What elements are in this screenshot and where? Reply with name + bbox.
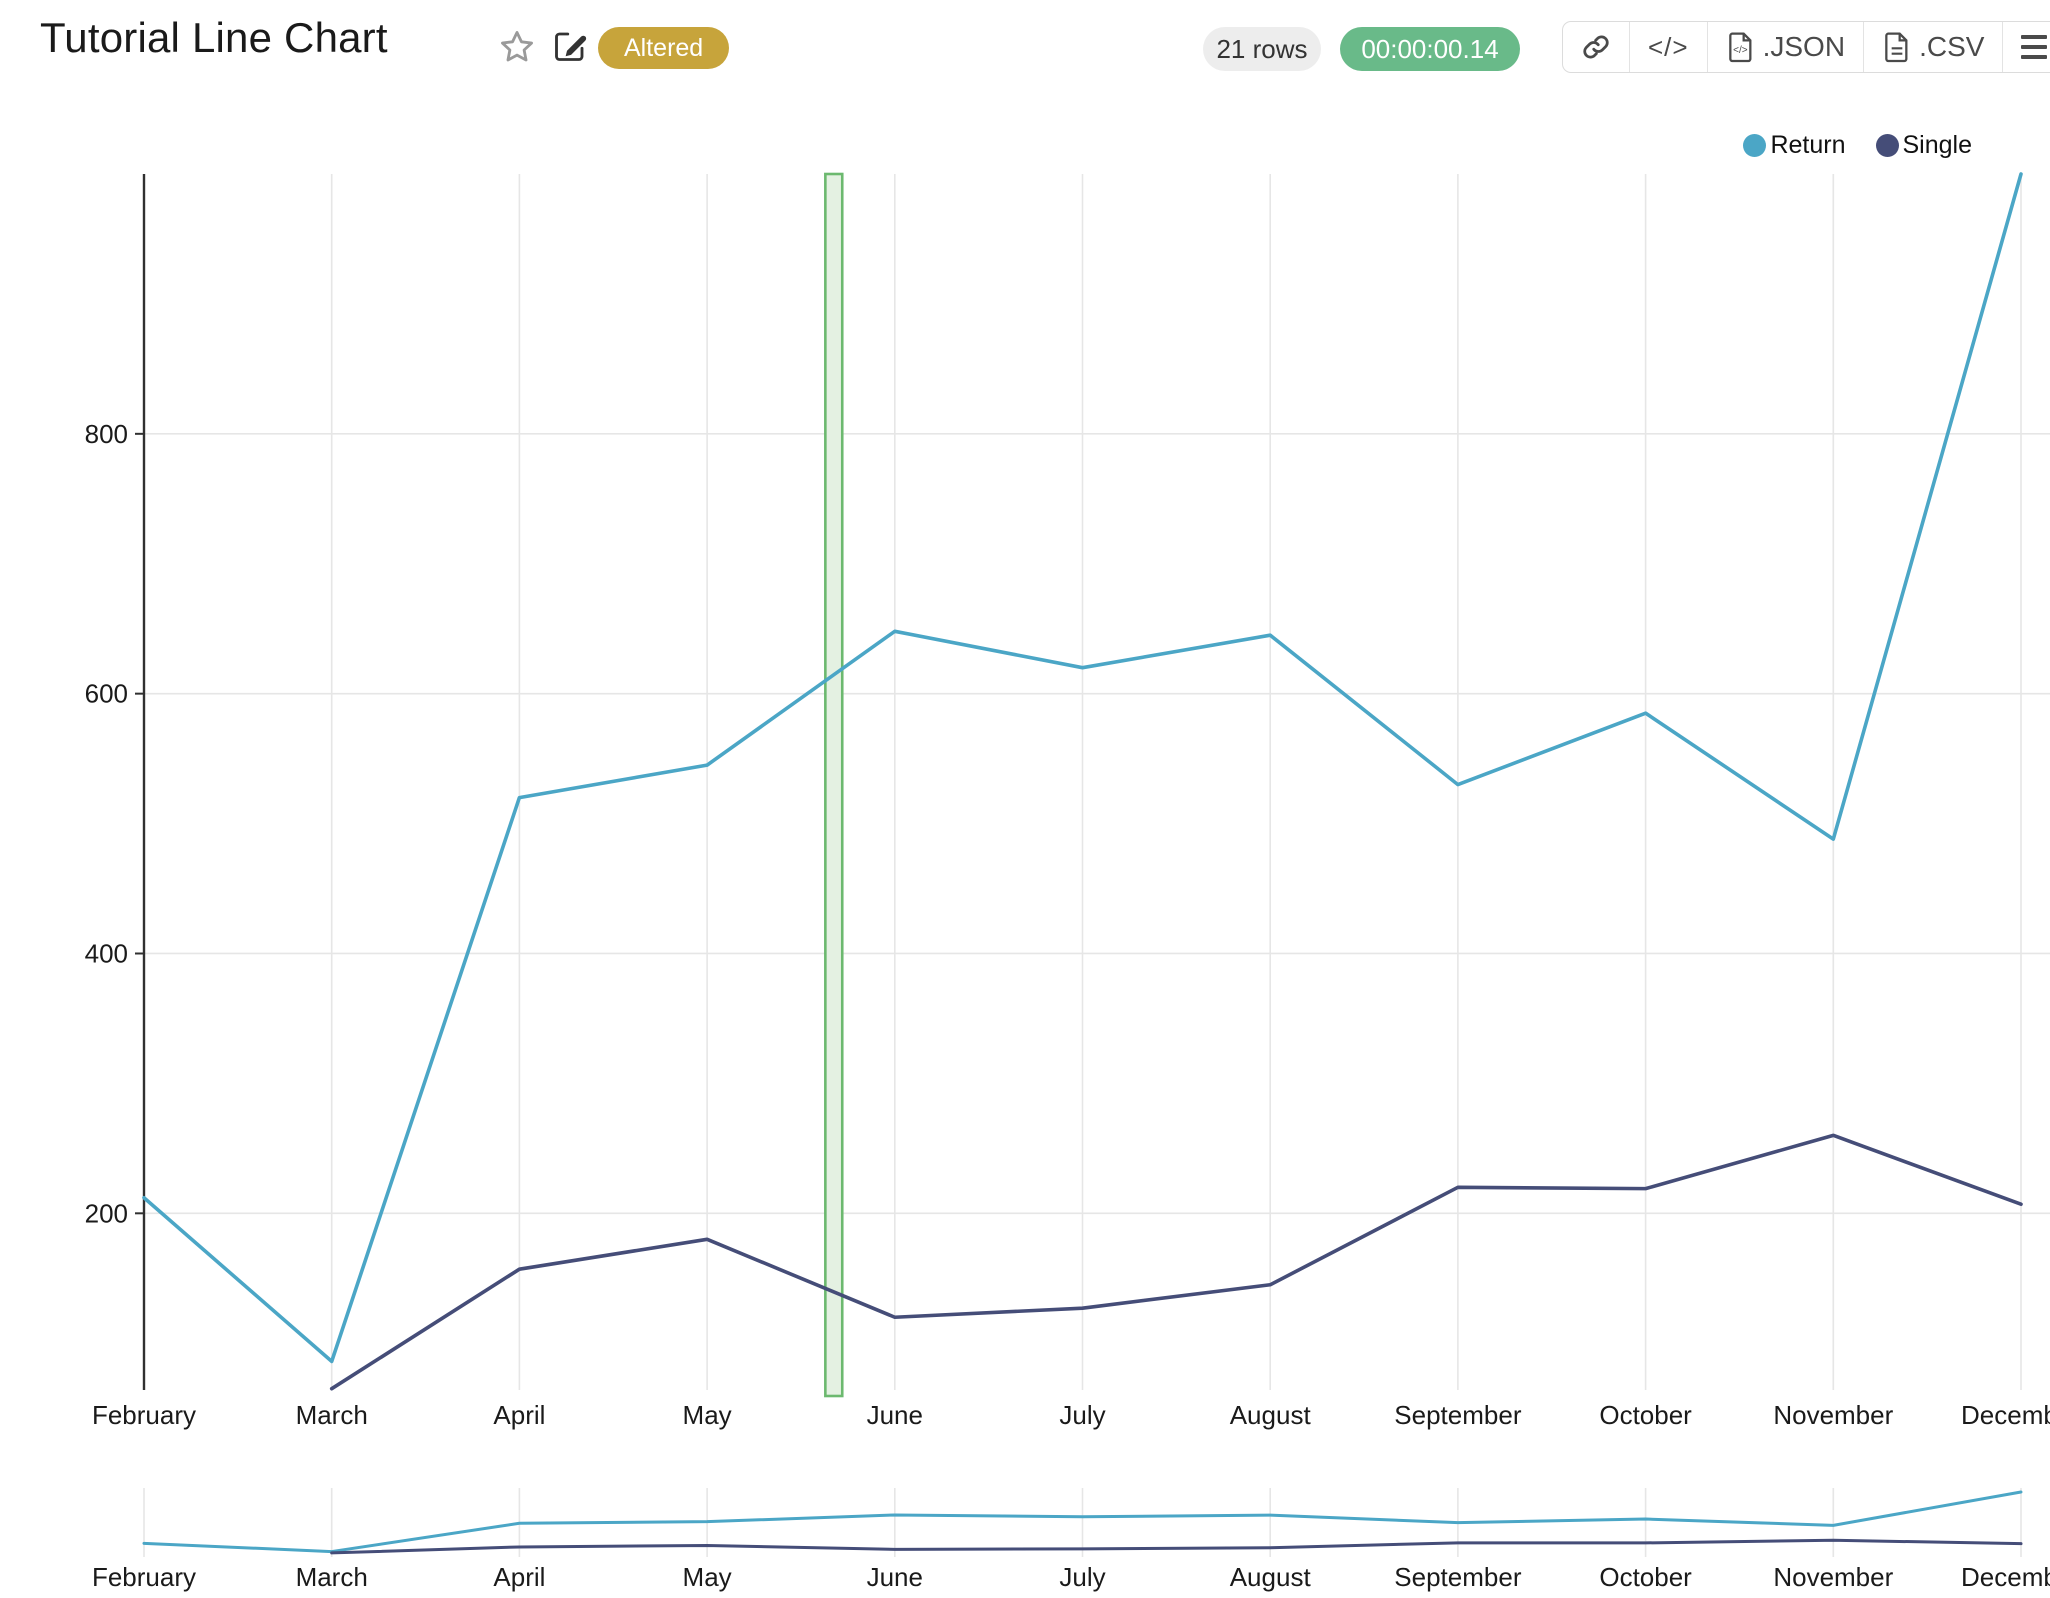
edit-pencil-icon[interactable] [552, 28, 588, 64]
export-json-button[interactable]: </> .JSON [1706, 22, 1863, 72]
svg-text:June: June [867, 1400, 923, 1430]
svg-text:December: December [1961, 1400, 2050, 1430]
svg-text:July: July [1059, 1400, 1105, 1430]
svg-text:200: 200 [85, 1198, 128, 1228]
svg-text:May: May [683, 1562, 732, 1592]
export-toolbar: </> </> .JSON .CSV [1562, 21, 2050, 73]
svg-text:400: 400 [85, 938, 128, 968]
status-badge: Altered [598, 27, 730, 69]
legend-item-return[interactable]: Return [1743, 131, 1846, 160]
share-link-button[interactable] [1563, 22, 1629, 72]
csv-file-icon [1885, 32, 1908, 63]
svg-text:September: September [1394, 1562, 1522, 1592]
return-series-dot [1743, 134, 1767, 157]
view-code-button[interactable]: </> [1629, 22, 1707, 72]
svg-text:600: 600 [85, 679, 128, 709]
hamburger-menu-icon [2021, 35, 2048, 59]
row-count-pill: 21 rows [1203, 27, 1321, 71]
svg-text:March: March [296, 1562, 368, 1592]
export-json-label: .JSON [1762, 31, 1846, 62]
svg-text:April: April [493, 1400, 545, 1430]
svg-text:</>: </> [1733, 45, 1748, 56]
code-icon: </> [1648, 31, 1689, 62]
return-series-label: Return [1770, 131, 1846, 159]
menu-button[interactable] [2002, 22, 2050, 72]
svg-text:April: April [493, 1562, 545, 1592]
svg-text:800: 800 [85, 419, 128, 449]
svg-text:August: August [1230, 1400, 1312, 1430]
export-csv-button[interactable]: .CSV [1863, 22, 2002, 72]
single-series-label: Single [1902, 131, 1973, 159]
favorite-star-icon[interactable] [498, 28, 536, 66]
svg-text:October: October [1599, 1400, 1692, 1430]
svg-text:March: March [296, 1400, 368, 1430]
svg-text:June: June [867, 1562, 923, 1592]
json-file-icon: </> [1728, 32, 1752, 63]
single-series-dot [1875, 134, 1899, 157]
svg-text:November: November [1773, 1562, 1893, 1592]
svg-text:August: August [1230, 1562, 1312, 1592]
chart-legend: Return Single [1743, 131, 1972, 160]
export-csv-label: .CSV [1919, 31, 1985, 62]
svg-text:May: May [683, 1400, 732, 1430]
page-title: Tutorial Line Chart [40, 14, 388, 61]
svg-text:December: December [1961, 1562, 2050, 1592]
svg-text:October: October [1599, 1562, 1692, 1592]
svg-text:February: February [92, 1400, 196, 1430]
svg-text:July: July [1059, 1562, 1105, 1592]
svg-text:September: September [1394, 1400, 1522, 1430]
svg-text:November: November [1773, 1400, 1893, 1430]
legend-item-single[interactable]: Single [1875, 131, 1973, 160]
query-timer-pill: 00:00:00.14 [1340, 27, 1520, 71]
svg-text:February: February [92, 1562, 196, 1592]
link-icon [1583, 35, 1609, 59]
